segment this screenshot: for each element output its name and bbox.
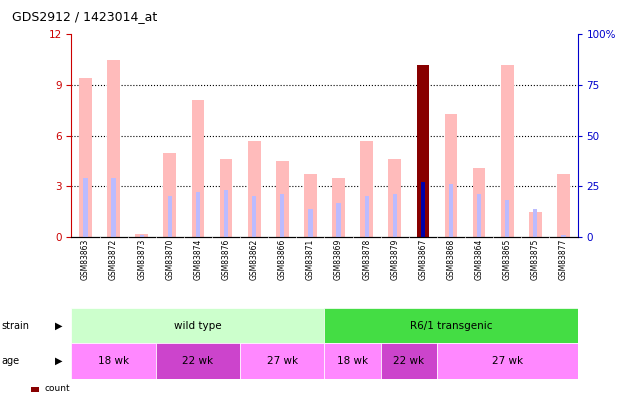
Text: 22 wk: 22 wk (393, 356, 424, 366)
Bar (71, 343, 156, 379)
Bar (280, 194, 284, 237)
Bar (140, 235, 144, 237)
Bar (392, 194, 397, 237)
Text: strain: strain (1, 321, 29, 330)
Bar (112, 178, 116, 237)
Bar (224, 190, 228, 237)
Bar (83, 178, 88, 237)
Text: 27 wk: 27 wk (267, 356, 298, 366)
Bar (477, 194, 481, 237)
Bar (421, 182, 425, 237)
Bar (240, 343, 324, 379)
Bar (107, 60, 120, 237)
Bar (252, 196, 256, 237)
Bar (163, 153, 176, 237)
Bar (417, 65, 429, 237)
Bar (220, 159, 232, 237)
Bar (360, 141, 373, 237)
Bar (505, 200, 509, 237)
Bar (437, 343, 578, 379)
Bar (445, 114, 457, 237)
Bar (276, 161, 289, 237)
Text: 27 wk: 27 wk (492, 356, 523, 366)
Text: R6/1 transgenic: R6/1 transgenic (410, 321, 492, 330)
Bar (168, 196, 172, 237)
Bar (473, 168, 486, 237)
Bar (79, 78, 92, 237)
Bar (196, 192, 200, 237)
Bar (324, 308, 578, 343)
Bar (71, 308, 324, 343)
Text: 18 wk: 18 wk (98, 356, 129, 366)
Text: 18 wk: 18 wk (337, 356, 368, 366)
Text: age: age (1, 356, 19, 366)
Bar (192, 100, 204, 237)
Text: 22 wk: 22 wk (183, 356, 214, 366)
Bar (561, 235, 566, 237)
Bar (248, 141, 260, 237)
Bar (332, 178, 345, 237)
Bar (529, 211, 542, 237)
Bar (337, 202, 341, 237)
Bar (324, 343, 381, 379)
Text: ▶: ▶ (55, 356, 62, 366)
Bar (365, 196, 369, 237)
Bar (156, 343, 240, 379)
Bar (381, 343, 437, 379)
Bar (533, 209, 537, 237)
Bar (557, 175, 570, 237)
Text: ▶: ▶ (55, 321, 62, 330)
Text: wild type: wild type (174, 321, 222, 330)
Bar (308, 209, 312, 237)
Text: GDS2912 / 1423014_at: GDS2912 / 1423014_at (12, 10, 158, 23)
Bar (389, 159, 401, 237)
Bar (135, 234, 148, 237)
Bar (501, 65, 514, 237)
Bar (304, 175, 317, 237)
Text: count: count (44, 384, 70, 393)
Bar (449, 184, 453, 237)
